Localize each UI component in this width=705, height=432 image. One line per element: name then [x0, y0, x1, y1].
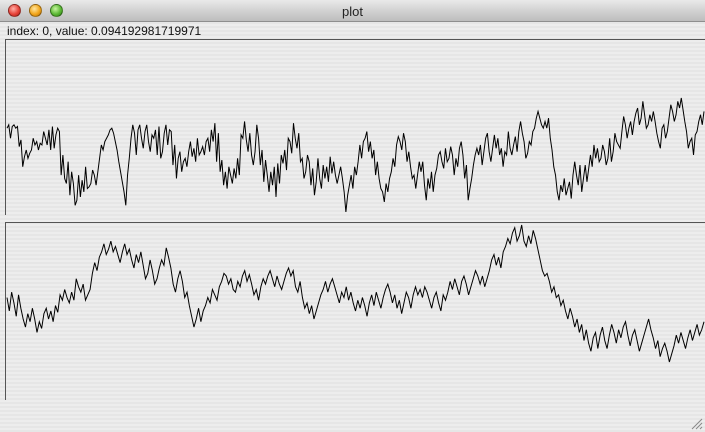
close-button[interactable] [8, 4, 21, 17]
title-bar[interactable]: plot [0, 0, 705, 22]
status-readout: index: 0, value: 0.094192981719971 [7, 24, 202, 38]
bottom-plot-panel[interactable] [5, 222, 705, 400]
top-plot-panel[interactable] [5, 39, 705, 215]
bottom-series-line [6, 224, 705, 363]
zoom-button[interactable] [50, 4, 63, 17]
window-title: plot [342, 4, 363, 19]
bottom-plot-canvas[interactable] [6, 223, 705, 400]
resize-grip-icon[interactable] [691, 418, 703, 430]
minimize-button[interactable] [29, 4, 42, 17]
top-series-line [6, 97, 705, 213]
top-plot-canvas[interactable] [6, 40, 705, 215]
